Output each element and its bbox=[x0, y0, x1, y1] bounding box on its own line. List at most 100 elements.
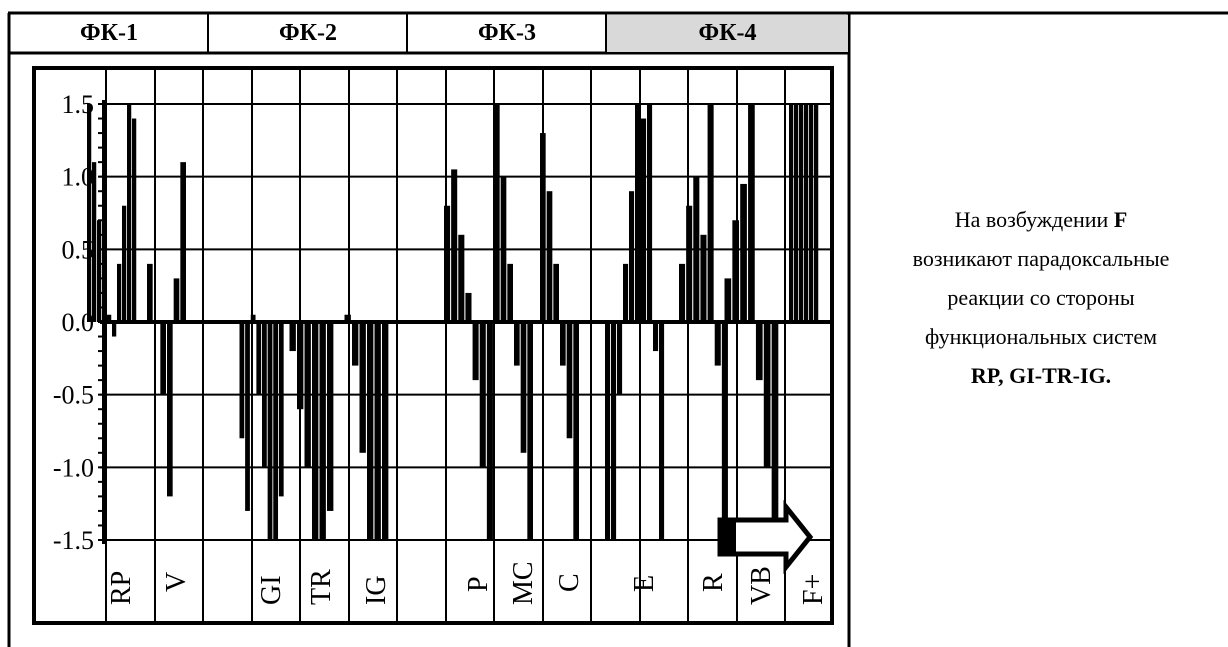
bars bbox=[87, 104, 819, 540]
bar bbox=[278, 322, 284, 497]
bar bbox=[289, 322, 296, 352]
bar bbox=[724, 278, 732, 322]
active-tab-bg bbox=[607, 15, 848, 52]
bar bbox=[87, 104, 92, 322]
bar bbox=[173, 278, 180, 322]
bar bbox=[147, 263, 153, 322]
bar bbox=[740, 183, 747, 322]
bar bbox=[732, 220, 740, 322]
bar bbox=[256, 322, 262, 395]
bar bbox=[566, 322, 573, 439]
category-label: TR bbox=[306, 569, 337, 605]
bar bbox=[297, 322, 304, 410]
tab-fk1[interactable]: ФК-1 bbox=[79, 19, 138, 46]
bar bbox=[617, 322, 623, 395]
bar bbox=[180, 162, 186, 322]
bar bbox=[367, 322, 374, 540]
bar bbox=[262, 322, 267, 468]
bar bbox=[679, 263, 686, 322]
chart: 1.51.00.50.0-0.5-1.0-1.5 RP V GI TR IG P MC C E R… bbox=[32, 66, 834, 625]
bar bbox=[814, 104, 819, 322]
bar bbox=[444, 205, 451, 322]
bar bbox=[319, 322, 326, 540]
bar bbox=[132, 118, 137, 323]
bar bbox=[653, 322, 659, 352]
bar bbox=[527, 322, 533, 540]
note-line-4: функциональных систем bbox=[924, 324, 1158, 349]
bar bbox=[804, 104, 809, 322]
y-tick-label: 1.5 bbox=[62, 90, 95, 119]
bar bbox=[771, 322, 779, 540]
y-axis: 1.5 1.0 0.5 0.0 -0.5 -1.0 -1.5 bbox=[53, 90, 106, 555]
category-labels: RP V GI TR IG P MC C E R VB F+ bbox=[106, 561, 829, 605]
bar bbox=[748, 104, 755, 322]
note-line-3: реакции со стороны bbox=[947, 285, 1135, 310]
category-label: P bbox=[463, 576, 494, 592]
bar bbox=[763, 322, 771, 468]
bar bbox=[160, 322, 166, 395]
bar bbox=[794, 104, 799, 322]
note-line-5: RP, GI-TR-IG. bbox=[970, 363, 1112, 388]
note-line-1: На возбуждении F bbox=[954, 207, 1128, 232]
bar bbox=[494, 104, 500, 322]
bar bbox=[553, 263, 559, 322]
bar bbox=[707, 104, 714, 322]
bar bbox=[122, 205, 127, 322]
bar bbox=[560, 322, 566, 366]
bar bbox=[327, 322, 334, 511]
bar bbox=[245, 322, 250, 511]
bar bbox=[789, 104, 794, 322]
bar bbox=[514, 322, 520, 366]
bar bbox=[304, 322, 311, 468]
bar bbox=[546, 191, 553, 322]
tab-fk2[interactable]: ФК-2 bbox=[278, 19, 337, 46]
bar bbox=[312, 322, 319, 540]
bar bbox=[472, 322, 479, 381]
bar bbox=[500, 176, 507, 322]
category-label: VB bbox=[746, 566, 777, 605]
bar bbox=[605, 322, 611, 540]
category-label: E bbox=[629, 575, 660, 592]
y-tick-label: -0.5 bbox=[53, 381, 94, 410]
bar bbox=[693, 176, 700, 322]
y-tick-label: 0.0 bbox=[62, 308, 95, 337]
bar bbox=[465, 292, 472, 322]
side-note: На возбуждении F возникают парадоксальны… bbox=[856, 200, 1226, 395]
bar bbox=[267, 322, 273, 540]
grid bbox=[100, 70, 832, 621]
bar bbox=[721, 322, 728, 540]
category-label: MC bbox=[508, 561, 539, 605]
bar bbox=[239, 322, 245, 439]
bar bbox=[700, 234, 707, 322]
bar bbox=[755, 322, 763, 381]
bar bbox=[540, 133, 546, 322]
bar bbox=[573, 322, 579, 540]
category-label: V bbox=[161, 572, 192, 592]
category-label: R bbox=[698, 573, 729, 592]
category-label: RP bbox=[106, 571, 137, 605]
bar bbox=[686, 205, 693, 322]
bar bbox=[382, 322, 389, 540]
tab-fk3[interactable]: ФК-3 bbox=[477, 19, 536, 46]
y-tick-label: -1.0 bbox=[53, 453, 94, 482]
bar bbox=[97, 220, 102, 322]
bar bbox=[250, 314, 256, 322]
arrow bbox=[717, 499, 814, 575]
bar bbox=[486, 322, 493, 540]
bar bbox=[520, 322, 527, 453]
chart-frame bbox=[32, 66, 834, 625]
bar bbox=[479, 322, 486, 468]
bar bbox=[458, 234, 465, 322]
bar bbox=[167, 322, 173, 497]
tab-fk4[interactable]: ФК-4 bbox=[698, 19, 757, 46]
bar bbox=[809, 104, 814, 322]
bar bbox=[127, 104, 132, 322]
category-label: IG bbox=[361, 575, 392, 605]
bar bbox=[629, 191, 635, 322]
bar bbox=[344, 314, 351, 322]
bar bbox=[374, 322, 381, 540]
bar bbox=[611, 322, 617, 540]
y-tick-label: 0.5 bbox=[62, 235, 95, 264]
category-label: F+ bbox=[798, 574, 829, 605]
